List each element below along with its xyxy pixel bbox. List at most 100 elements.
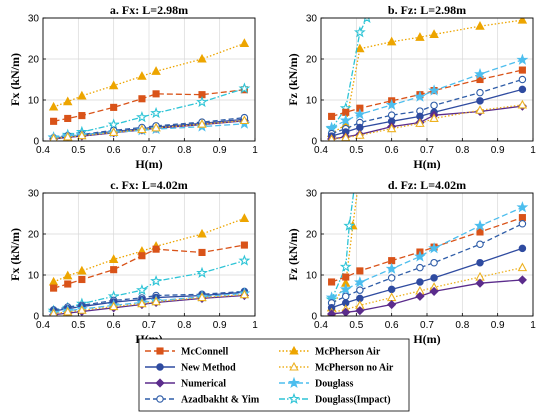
data-point-numerical — [355, 306, 365, 316]
data-point-numerical — [475, 278, 485, 288]
data-point-mcconnell — [240, 241, 248, 249]
series-line-mcconnell — [53, 244, 245, 289]
x-tick-label: 1 — [530, 145, 536, 156]
data-point-mcpherson-no-air — [517, 262, 528, 272]
x-tick-label: 1 — [530, 320, 536, 331]
data-point-mcconnell — [328, 112, 336, 120]
data-point-mcpherson-no-air — [63, 131, 73, 141]
data-point-douglass — [474, 219, 486, 231]
legend-marker — [156, 347, 164, 355]
data-point-douglass — [516, 53, 529, 65]
x-tick-label: 0.6 — [107, 145, 121, 156]
data-point-new-method — [476, 97, 484, 105]
data-point-mcpherson-no-air — [49, 133, 58, 141]
data-point-mcpherson-no-air — [415, 118, 425, 127]
legend-entry-mcpherson-air: McPherson Air — [279, 345, 381, 358]
x-tick-label: 0.6 — [385, 320, 399, 331]
data-point-mcpherson-air — [151, 66, 161, 75]
data-point-mcconnell — [152, 245, 160, 253]
data-point-mcpherson-air — [356, 169, 364, 176]
y-tick-label: 30 — [28, 189, 40, 200]
y-tick-label: 30 — [306, 14, 318, 25]
series-line-douglass-impact — [331, 18, 368, 130]
series-group — [47, 38, 251, 141]
series-line-mcconnell — [331, 69, 523, 118]
y-tick-label: 30 — [306, 189, 318, 200]
legend-marker — [155, 378, 165, 388]
data-point-mcpherson-air — [239, 38, 250, 47]
legend-entry-new-method: New Method — [145, 363, 236, 374]
legend-label: Numerical — [181, 379, 226, 390]
data-point-mcconnell — [198, 248, 206, 256]
series-line-mcpherson-no-air — [53, 294, 245, 315]
data-point-douglass — [339, 283, 352, 295]
data-point-mcpherson-air — [108, 254, 119, 263]
data-point-mcpherson-air — [429, 29, 439, 38]
data-point-numerical — [415, 291, 425, 301]
data-point-douglass — [353, 276, 366, 288]
x-tick-label: 0.4 — [314, 145, 328, 156]
data-point-douglass-impact — [136, 283, 148, 296]
chart-title: b. Fz: L=2.98m — [388, 3, 466, 17]
legend-entry-mcpherson-no-air: McPherson no Air — [279, 361, 394, 374]
legend-marker — [288, 376, 300, 389]
x-tick-label: 0.6 — [107, 320, 121, 331]
legend: McConnell McPherson Air New Method McPherso… — [138, 338, 410, 412]
data-point-azadbakht-yim — [476, 240, 484, 249]
data-point-douglass — [428, 242, 440, 254]
legend-entry-mcconnell: McConnell — [145, 347, 228, 358]
data-point-mcconnell — [518, 66, 526, 74]
data-point-mcpherson-air — [517, 18, 528, 24]
data-point-douglass — [385, 98, 398, 110]
data-point-douglass — [385, 262, 398, 274]
chart-title: a. Fx: L=2.98m — [110, 3, 188, 17]
data-point-azadbakht-yim — [387, 274, 396, 282]
data-point-mcpherson-no-air — [77, 305, 87, 314]
y-tick-label: 0 — [311, 312, 317, 323]
data-point-mcpherson-air — [77, 265, 87, 275]
x-axis-label: H(m) — [413, 157, 440, 171]
data-point-numerical — [517, 275, 527, 285]
data-point-mcpherson-air — [415, 32, 425, 41]
data-point-azadbakht-yim — [430, 101, 438, 110]
data-point-numerical — [327, 309, 337, 316]
legend-marker — [289, 345, 299, 355]
series-line-mcpherson-air — [331, 19, 523, 135]
data-point-new-method — [476, 258, 484, 267]
data-point-mcpherson-no-air — [151, 296, 161, 306]
legend-label: McPherson Air — [315, 347, 381, 358]
y-tick-label: 10 — [306, 96, 318, 107]
x-tick-label: 0.7 — [142, 320, 156, 331]
legend-label: McConnell — [181, 347, 228, 358]
data-point-mcpherson-air — [77, 90, 87, 100]
series-line-mcpherson-air — [331, 193, 358, 309]
x-axis-label: H(m) — [413, 332, 440, 346]
data-point-numerical — [341, 307, 351, 316]
data-point-numerical — [429, 286, 439, 296]
data-point-numerical — [387, 299, 397, 310]
data-point-douglass-impact — [238, 254, 251, 266]
series-line-mcconnell — [53, 89, 245, 122]
data-point-douglass-impact — [339, 260, 352, 272]
data-point-mcpherson-no-air — [108, 301, 119, 311]
data-point-mcconnell — [476, 228, 484, 236]
x-axis-label: H(m) — [135, 157, 162, 171]
x-tick-label: 0.7 — [420, 320, 434, 331]
data-point-mcpherson-no-air — [63, 306, 73, 316]
x-tick-label: 0.6 — [385, 145, 399, 156]
data-point-azadbakht-yim — [518, 75, 527, 84]
legend-entry-douglass: Douglass — [279, 376, 353, 390]
data-point-mcconnell — [138, 252, 146, 260]
data-point-douglass — [414, 250, 426, 262]
data-point-azadbakht-yim — [387, 111, 396, 119]
data-point-mcpherson-air — [239, 213, 250, 222]
x-tick-label: 1 — [252, 145, 258, 156]
data-point-mcpherson-no-air — [475, 105, 485, 114]
data-point-mcpherson-air — [48, 101, 59, 111]
x-tick-label: 0.8 — [455, 320, 469, 331]
data-point-mcpherson-no-air — [137, 124, 147, 134]
data-point-azadbakht-yim — [341, 292, 350, 301]
y-axis-label: Fz (kN/m) — [286, 228, 300, 280]
data-point-mcconnell — [110, 103, 118, 111]
series-group — [325, 169, 529, 316]
